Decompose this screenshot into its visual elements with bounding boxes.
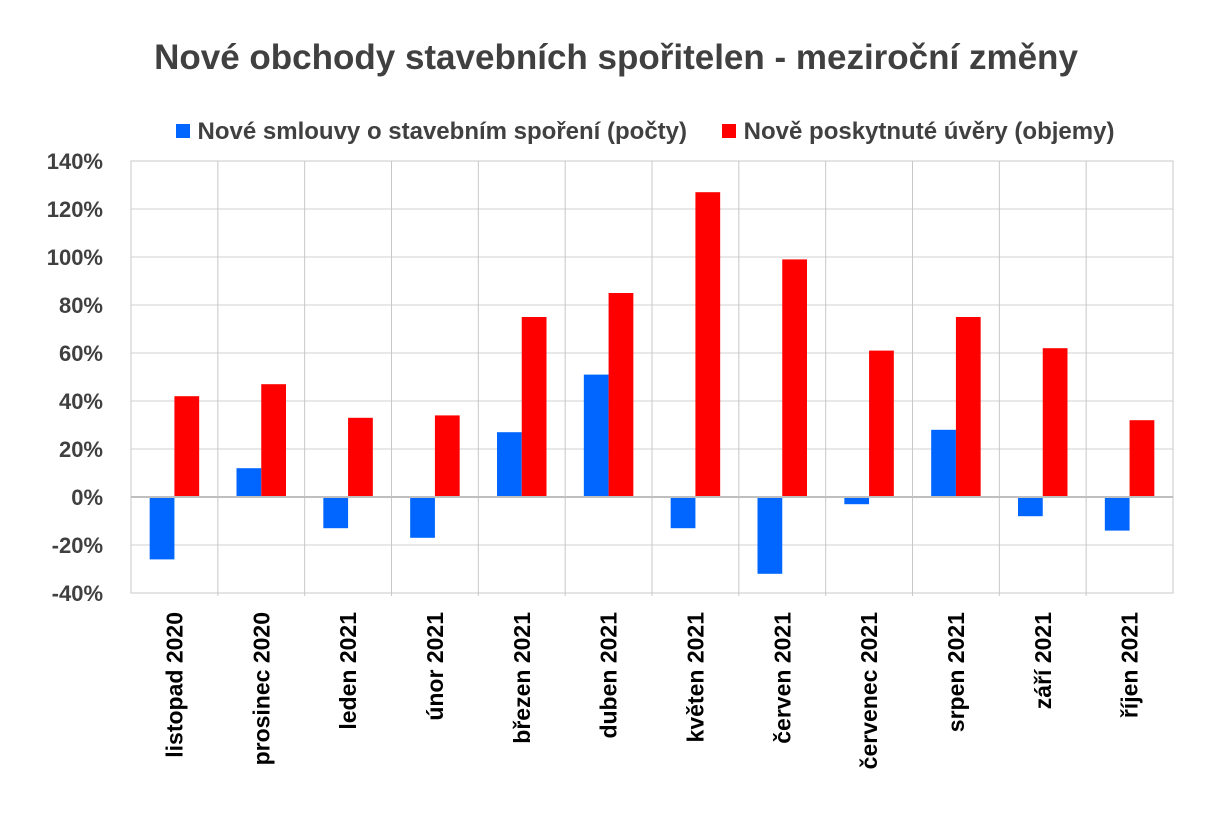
legend: Nové smlouvy o stavebním spoření (počty)… <box>0 118 1220 146</box>
bar-loans <box>521 317 547 497</box>
y-tick-label: -20% <box>52 533 103 558</box>
x-tick-label: květen 2021 <box>682 612 708 743</box>
bar-loans <box>955 317 981 497</box>
x-tick-label: březen 2021 <box>509 612 535 744</box>
bar-contracts <box>844 497 870 505</box>
y-tick-label: 0% <box>71 485 103 510</box>
bar-contracts <box>1018 497 1043 517</box>
y-tick-label: 80% <box>59 293 103 318</box>
bar-loans <box>348 417 373 497</box>
bar-loans <box>434 415 460 497</box>
bar-contracts <box>410 497 435 538</box>
legend-entry-contracts: Nové smlouvy o stavebním spoření (počty) <box>175 118 687 146</box>
y-tick-label: 40% <box>59 389 103 414</box>
y-tick-label: 20% <box>59 437 103 462</box>
bar-contracts <box>497 432 522 497</box>
bar-loans <box>174 396 200 497</box>
y-tick-label: 140% <box>47 149 103 174</box>
legend-label-contracts: Nové smlouvy o stavebním spoření (počty) <box>197 118 687 145</box>
bar-loans <box>1042 348 1068 497</box>
y-tick-label: -40% <box>52 581 103 606</box>
bar-contracts <box>583 374 609 497</box>
x-tick-label: září 2021 <box>1030 612 1056 709</box>
bar-contracts <box>149 497 175 560</box>
x-tick-label: únor 2021 <box>422 612 448 721</box>
plot-border <box>130 160 1174 594</box>
bar-loans <box>782 259 807 497</box>
y-tick-label: 100% <box>47 245 103 270</box>
bar-loans <box>695 192 721 497</box>
bar-loans <box>869 350 894 497</box>
x-tick-label: listopad 2020 <box>161 612 187 758</box>
bar-contracts <box>931 429 956 497</box>
legend-entry-loans: Nově poskytnuté úvěry (objemy) <box>721 118 1115 146</box>
x-tick-label: srpen 2021 <box>943 612 969 732</box>
bar-loans <box>1129 420 1155 497</box>
x-tick-label: leden 2021 <box>335 612 361 730</box>
x-tick-label: červen 2021 <box>769 612 795 744</box>
y-tick-label: 60% <box>59 341 103 366</box>
legend-swatch-loans <box>721 124 736 138</box>
x-tick-label: duben 2021 <box>596 612 622 739</box>
x-tick-label: prosinec 2020 <box>248 612 274 765</box>
bar-contracts <box>670 497 696 529</box>
bar-loans <box>608 293 634 497</box>
bar-contracts <box>1104 497 1130 531</box>
x-tick-label: červenec 2021 <box>856 612 882 770</box>
legend-label-loans: Nově poskytnuté úvěry (objemy) <box>743 118 1115 145</box>
bar-contracts <box>323 497 349 529</box>
chart-title: Nové obchody stavebních spořitelen - mez… <box>154 38 1078 77</box>
bar-contracts <box>236 468 262 497</box>
legend-swatch-contracts <box>175 124 190 138</box>
y-tick-label: 120% <box>47 197 103 222</box>
x-tick-label: říjen 2021 <box>1117 612 1143 718</box>
bar-loans <box>261 384 286 497</box>
bar-contracts <box>757 497 783 574</box>
